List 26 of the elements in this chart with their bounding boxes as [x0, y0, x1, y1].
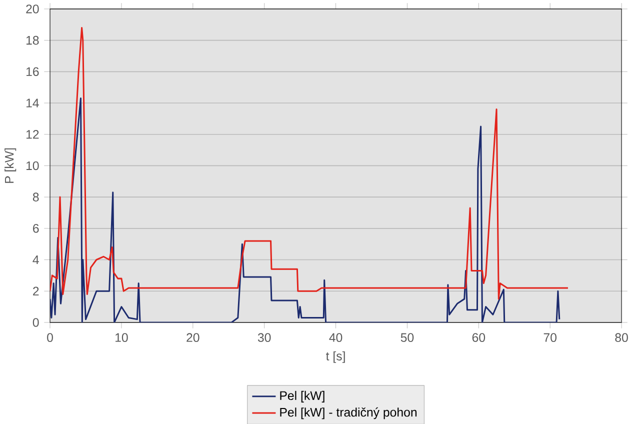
x-tick-label: 80: [615, 332, 628, 342]
y-tick-label: 20: [26, 4, 39, 14]
y-tick-label: 8: [32, 192, 39, 202]
y-tick-label: 12: [26, 130, 39, 138]
x-tick-label: 30: [258, 332, 271, 342]
legend-label: Pel [kW] - tradičný pohon: [280, 407, 417, 419]
y-tick-label: 18: [26, 36, 39, 45]
y-tick-label: 14: [26, 98, 39, 108]
x-axis-title: t [s]: [326, 351, 345, 363]
legend-label: Pel [kW]: [280, 390, 324, 402]
y-tick-label: 2: [33, 286, 39, 296]
y-tick-label: 0: [32, 318, 39, 327]
x-tick-label: 10: [116, 332, 128, 342]
y-tick-label: 4: [32, 255, 39, 264]
y-tick-label: 10: [26, 161, 39, 170]
x-tick-label: 20: [186, 332, 200, 342]
y-tick-label: 16: [26, 67, 39, 76]
line-series: [50, 26, 569, 300]
x-tick-label: 50: [400, 332, 414, 342]
y-axis-title: P [kW]: [4, 148, 16, 183]
x-tick-label: 40: [329, 332, 342, 342]
y-tick-label: 6: [33, 224, 39, 233]
x-tick-label: 60: [472, 332, 486, 342]
line-series: [50, 97, 560, 322]
x-tick-label: 0: [47, 332, 53, 342]
x-tick-label: 70: [544, 332, 556, 342]
